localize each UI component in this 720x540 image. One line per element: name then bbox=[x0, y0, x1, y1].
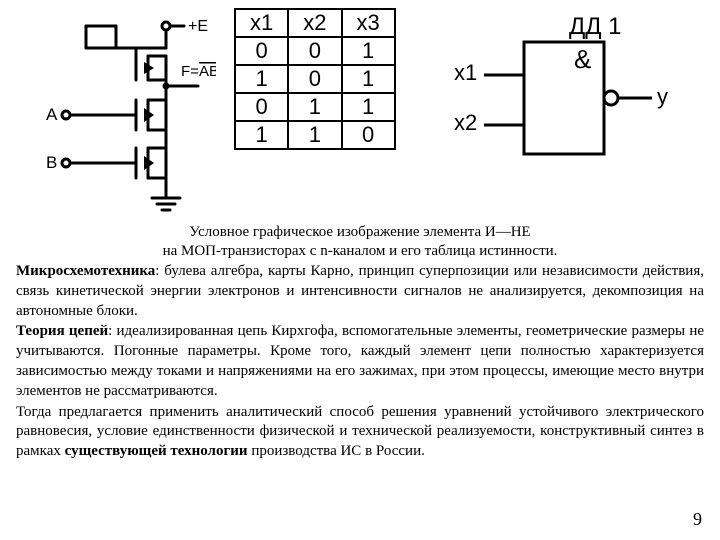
truth-table: x1 x2 x3 0 0 1 1 0 1 0 1 1 1 1 0 bbox=[234, 8, 396, 150]
page-number: 9 bbox=[693, 509, 702, 530]
cell: 1 bbox=[342, 65, 395, 93]
gate-x2-label: x2 bbox=[454, 110, 477, 135]
cell: 1 bbox=[342, 37, 395, 65]
gate-x1-label: x1 bbox=[454, 60, 477, 85]
circuit-schematic: +E F=AB bbox=[16, 8, 216, 218]
figure-row: +E F=AB bbox=[16, 8, 704, 218]
gate-y-label: y bbox=[657, 84, 668, 109]
cell: 0 bbox=[288, 65, 341, 93]
caption-line1: Условное графическое изображение элемент… bbox=[16, 224, 704, 241]
cell: 1 bbox=[342, 93, 395, 121]
gate-symbol: ДД 1 & x1 x2 y bbox=[414, 8, 674, 178]
label-plus-e: +E bbox=[188, 18, 208, 35]
cell: 1 bbox=[235, 121, 288, 149]
para2-rest: : идеализированная цепь Кирхгофа, вспомо… bbox=[16, 323, 704, 398]
para1-lead: Микросхемотехника bbox=[16, 263, 155, 279]
gate-amp-icon: & bbox=[574, 44, 591, 74]
cell: 1 bbox=[235, 65, 288, 93]
cell: 1 bbox=[288, 121, 341, 149]
label-a: A bbox=[46, 105, 58, 124]
cell: 0 bbox=[342, 121, 395, 149]
para3-post: производства ИС в России. bbox=[248, 443, 425, 459]
para3-bold: существующей технологии bbox=[65, 443, 248, 459]
label-f-bar: AB bbox=[199, 63, 216, 80]
cell: 1 bbox=[288, 93, 341, 121]
cell: 0 bbox=[288, 37, 341, 65]
svg-text:F=AB: F=AB bbox=[181, 63, 216, 80]
caption-line2: на МОП-транзисторах с n-каналом и его та… bbox=[16, 243, 704, 260]
truth-table-wrap: x1 x2 x3 0 0 1 1 0 1 0 1 1 1 1 0 bbox=[234, 8, 396, 150]
cell: 0 bbox=[235, 93, 288, 121]
th-x2: x2 bbox=[288, 9, 341, 37]
gate-top-label: ДД 1 bbox=[569, 13, 622, 40]
label-f: F= bbox=[181, 63, 199, 80]
body-text: Микросхемотехника: булева алгебра, карты… bbox=[16, 262, 704, 462]
label-b: B bbox=[46, 153, 57, 172]
para2-lead: Теория цепей bbox=[16, 323, 108, 339]
th-x1: x1 bbox=[235, 9, 288, 37]
cell: 0 bbox=[235, 37, 288, 65]
th-x3: x3 bbox=[342, 9, 395, 37]
